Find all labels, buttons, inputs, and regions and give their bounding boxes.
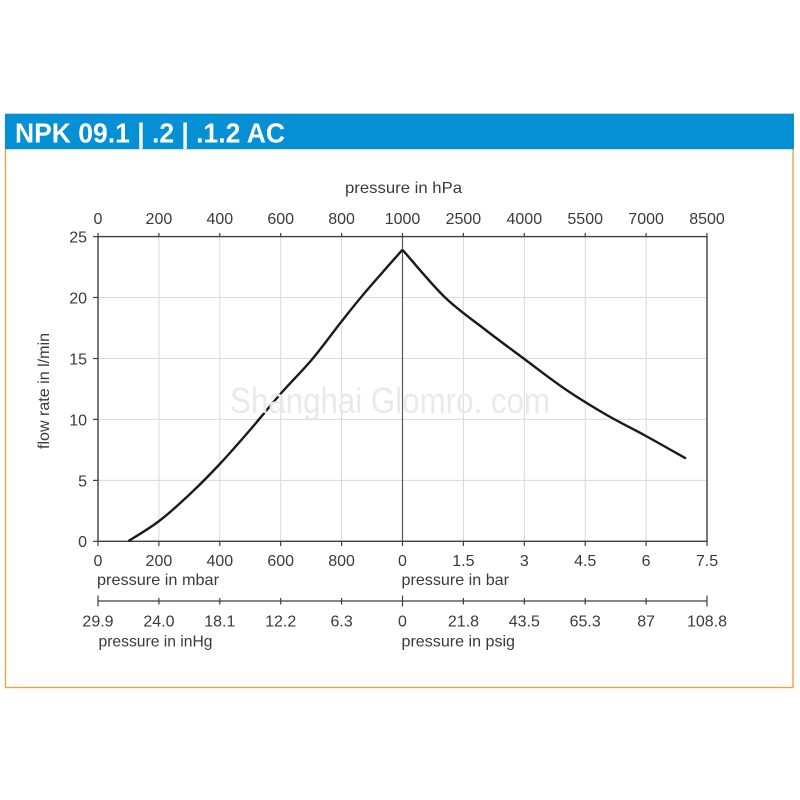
svg-text:400: 400 <box>206 553 233 570</box>
svg-text:108.8: 108.8 <box>687 614 727 631</box>
svg-text:29.9: 29.9 <box>82 614 113 631</box>
svg-text:NPK 09.1 | .2 | .1.2 AC: NPK 09.1 | .2 | .1.2 AC <box>15 117 285 148</box>
svg-text:flow rate in l/min: flow rate in l/min <box>36 333 53 449</box>
svg-text:6: 6 <box>642 553 651 570</box>
svg-text:8500: 8500 <box>689 211 725 228</box>
svg-text:87: 87 <box>637 614 655 631</box>
svg-text:0: 0 <box>94 553 103 570</box>
svg-text:pressure in inHg: pressure in inHg <box>99 634 213 651</box>
svg-text:Shanghai Glomro. com: Shanghai Glomro. com <box>230 380 550 421</box>
svg-text:pressure in hPa: pressure in hPa <box>345 180 462 197</box>
svg-text:pressure in psig: pressure in psig <box>402 634 516 651</box>
svg-text:0: 0 <box>398 553 407 570</box>
svg-text:24.0: 24.0 <box>143 614 174 631</box>
svg-text:4.5: 4.5 <box>574 553 596 570</box>
svg-text:18.1: 18.1 <box>204 614 235 631</box>
svg-text:600: 600 <box>267 211 294 228</box>
svg-text:7000: 7000 <box>628 211 664 228</box>
svg-text:25: 25 <box>69 230 87 247</box>
svg-text:65.3: 65.3 <box>570 614 601 631</box>
svg-text:5500: 5500 <box>567 211 603 228</box>
svg-text:0: 0 <box>78 534 87 551</box>
svg-text:43.5: 43.5 <box>509 614 540 631</box>
svg-text:1000: 1000 <box>385 211 421 228</box>
svg-text:800: 800 <box>328 553 355 570</box>
svg-text:0: 0 <box>94 211 103 228</box>
svg-text:pressure in bar: pressure in bar <box>402 572 510 589</box>
svg-text:600: 600 <box>267 553 294 570</box>
svg-text:3: 3 <box>520 553 529 570</box>
svg-text:4000: 4000 <box>507 211 543 228</box>
svg-text:1.5: 1.5 <box>452 553 474 570</box>
svg-text:6.3: 6.3 <box>330 614 352 631</box>
svg-text:800: 800 <box>328 211 355 228</box>
svg-text:2500: 2500 <box>446 211 482 228</box>
svg-text:400: 400 <box>206 211 233 228</box>
svg-text:20: 20 <box>69 290 87 307</box>
svg-text:10: 10 <box>69 412 87 429</box>
svg-text:0: 0 <box>398 614 407 631</box>
svg-text:pressure in mbar: pressure in mbar <box>97 572 220 589</box>
svg-text:15: 15 <box>69 351 87 368</box>
svg-text:7.5: 7.5 <box>696 553 718 570</box>
svg-text:200: 200 <box>146 553 173 570</box>
svg-text:12.2: 12.2 <box>265 614 296 631</box>
svg-text:21.8: 21.8 <box>448 614 479 631</box>
svg-text:5: 5 <box>78 473 87 490</box>
svg-text:200: 200 <box>146 211 173 228</box>
